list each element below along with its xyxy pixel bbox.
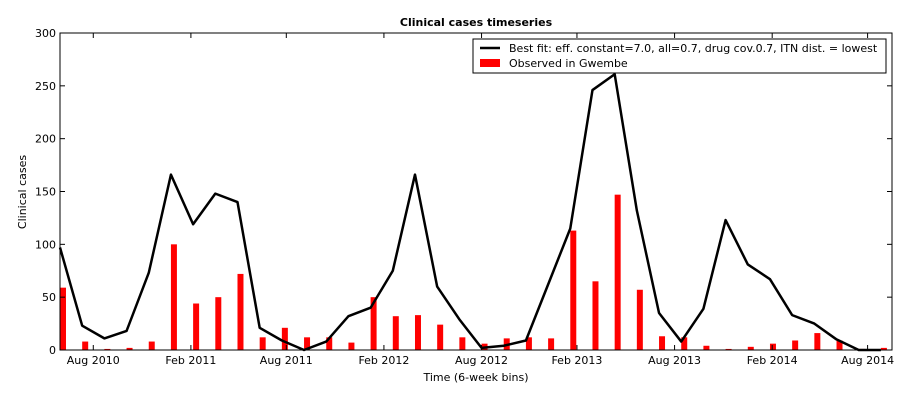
observed-bar [281, 327, 288, 350]
x-tick-label: Aug 2012 [455, 354, 508, 367]
observed-bar [681, 337, 688, 350]
observed-bar [659, 336, 666, 350]
y-tick-label: 50 [42, 291, 56, 304]
x-tick-label: Feb 2014 [747, 354, 798, 367]
observed-bar [237, 273, 244, 350]
observed-bar [792, 340, 799, 350]
best-fit-line [58, 72, 881, 352]
observed-bar [148, 341, 155, 350]
x-tick-label: Aug 2014 [841, 354, 894, 367]
legend: Best fit: eff. constant=7.0, all=0.7, dr… [472, 38, 887, 74]
y-tick-label: 250 [35, 80, 56, 93]
observed-bar [193, 303, 200, 350]
observed-bar [170, 244, 177, 350]
y-tick-label: 300 [35, 27, 56, 40]
line-layer [58, 72, 881, 352]
chart-title: Clinical cases timeseries [400, 16, 553, 29]
legend-label-best-fit: Best fit: eff. constant=7.0, all=0.7, dr… [509, 42, 878, 55]
x-tick-label: Feb 2011 [165, 354, 216, 367]
x-tick-label: Feb 2012 [358, 354, 409, 367]
observed-bar [570, 230, 577, 350]
observed-bar [592, 281, 599, 350]
observed-bar [769, 343, 776, 350]
observed-bar [392, 316, 399, 350]
observed-bar [880, 347, 887, 350]
observed-bar [525, 337, 532, 350]
x-axis-title: Time (6-week bins) [422, 371, 528, 384]
observed-bar [304, 337, 311, 350]
y-tick-label: 0 [49, 344, 56, 357]
legend-box [472, 38, 887, 74]
observed-bar [60, 287, 66, 350]
observed-bar [126, 347, 133, 350]
observed-bar [614, 194, 621, 350]
observed-bar [703, 345, 710, 350]
y-axis-title: Clinical cases [16, 155, 29, 229]
observed-bar [348, 342, 355, 350]
observed-bar [636, 289, 643, 350]
ticks-layer: 0 50 100 150 200 250 300 Aug 2010 Feb 2011 Aug 20… [35, 27, 894, 367]
plot-frame [59, 32, 893, 351]
observed-bar [459, 337, 466, 350]
x-tick-label: Aug 2010 [67, 354, 120, 367]
observed-bar [725, 348, 732, 350]
observed-bar [104, 348, 111, 350]
y-tick-label: 150 [35, 186, 56, 199]
observed-bar [814, 333, 821, 350]
observed-bar [836, 340, 843, 350]
x-tick-label: Aug 2011 [260, 354, 313, 367]
observed-bar [548, 338, 555, 350]
observed-bar [82, 341, 89, 350]
observed-bar [326, 337, 333, 350]
y-tick-label: 200 [35, 133, 56, 146]
observed-bar [437, 324, 444, 350]
observed-bar [215, 297, 222, 350]
legend-label-observed: Observed in Gwembe [509, 57, 628, 70]
observed-bar [370, 297, 377, 350]
bars-layer [60, 194, 887, 350]
legend-bar-swatch [480, 59, 500, 67]
observed-bar [259, 337, 266, 350]
observed-bar [747, 346, 754, 350]
observed-bar [414, 315, 421, 350]
x-tick-label: Feb 2013 [551, 354, 602, 367]
x-tick-label: Aug 2013 [648, 354, 701, 367]
y-tick-label: 100 [35, 238, 56, 251]
